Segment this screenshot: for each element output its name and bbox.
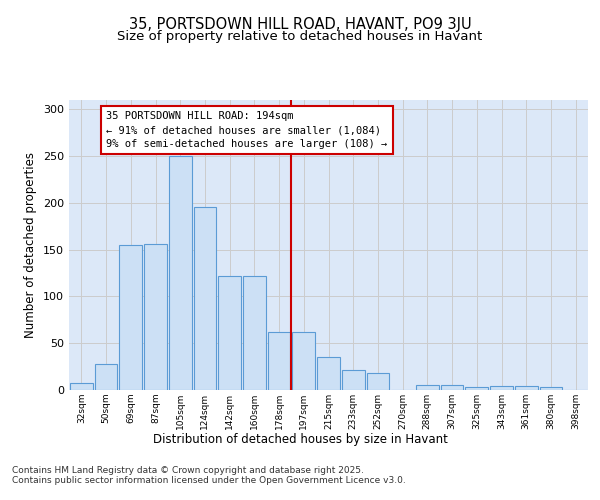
Text: Size of property relative to detached houses in Havant: Size of property relative to detached ho… [118, 30, 482, 43]
Bar [416, 386, 439, 390]
Bar [539, 387, 562, 390]
Bar [218, 276, 241, 390]
Y-axis label: Number of detached properties: Number of detached properties [25, 152, 37, 338]
Bar [466, 387, 488, 390]
Bar [490, 386, 513, 390]
Bar [95, 364, 118, 390]
Bar [441, 386, 463, 390]
Bar [292, 332, 315, 390]
Bar [515, 386, 538, 390]
Bar [243, 276, 266, 390]
Bar [367, 373, 389, 390]
Bar [317, 358, 340, 390]
Bar [144, 244, 167, 390]
Text: Contains HM Land Registry data © Crown copyright and database right 2025.
Contai: Contains HM Land Registry data © Crown c… [12, 466, 406, 485]
Bar [70, 384, 93, 390]
Text: 35, PORTSDOWN HILL ROAD, HAVANT, PO9 3JU: 35, PORTSDOWN HILL ROAD, HAVANT, PO9 3JU [128, 18, 472, 32]
Bar [194, 206, 216, 390]
Bar [342, 370, 365, 390]
Text: 35 PORTSDOWN HILL ROAD: 194sqm
← 91% of detached houses are smaller (1,084)
9% o: 35 PORTSDOWN HILL ROAD: 194sqm ← 91% of … [106, 111, 388, 149]
Bar [119, 245, 142, 390]
Text: Distribution of detached houses by size in Havant: Distribution of detached houses by size … [152, 432, 448, 446]
Bar [268, 332, 290, 390]
Bar [169, 156, 191, 390]
